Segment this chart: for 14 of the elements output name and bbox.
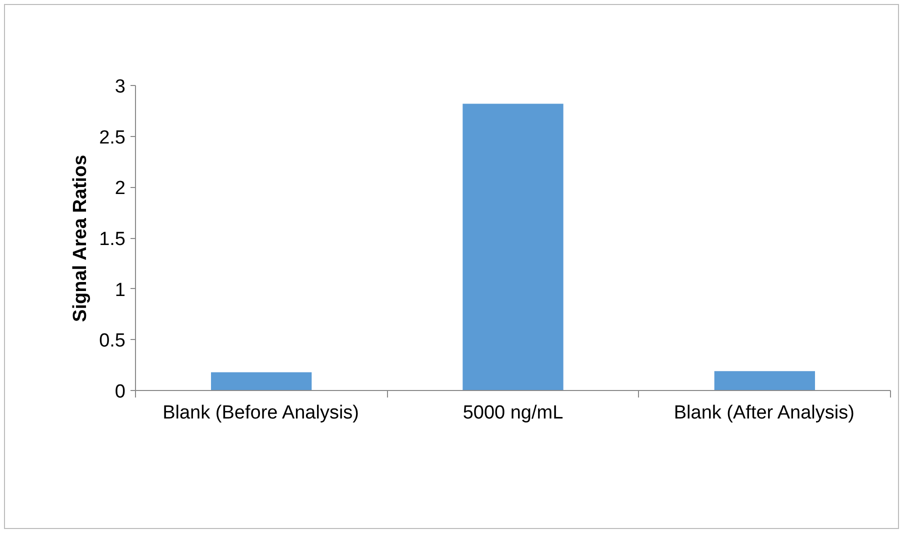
x-tick-label: Blank (Before Analysis) bbox=[162, 402, 360, 424]
y-tick-label: 1.5 bbox=[99, 229, 126, 250]
bar bbox=[714, 371, 815, 390]
y-tick-label: 0.5 bbox=[99, 330, 126, 352]
bar bbox=[211, 372, 312, 390]
bar bbox=[462, 104, 564, 390]
y-tick-label: 1 bbox=[114, 280, 126, 301]
y-tick-label: 2 bbox=[114, 178, 126, 200]
x-tick-label: Blank (After Analysis) bbox=[674, 402, 854, 424]
y-axis-title: Signal Area Ratios bbox=[70, 154, 92, 322]
y-tick-label: 0 bbox=[114, 382, 126, 402]
x-tick-label: 5000 ng/mL bbox=[462, 402, 564, 424]
y-tick-label: 3 bbox=[114, 76, 126, 98]
y-tick-label: 2.5 bbox=[99, 127, 126, 148]
